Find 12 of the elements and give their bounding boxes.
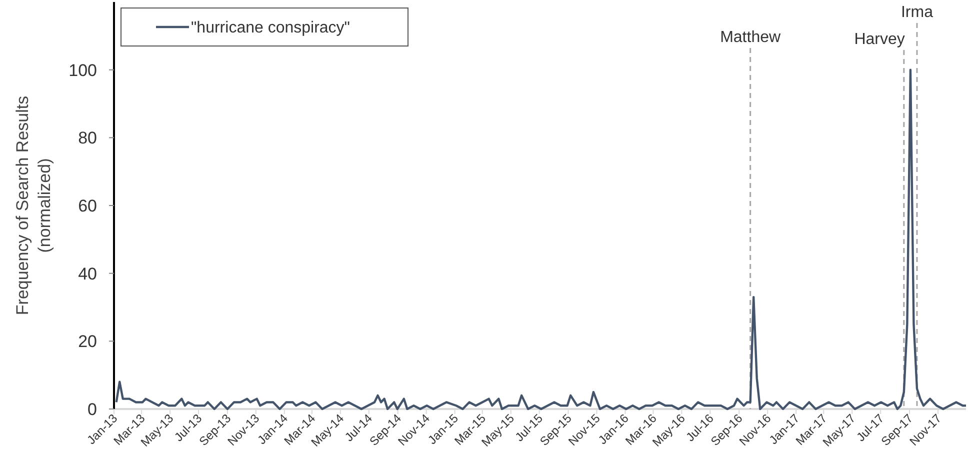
y-tick-label: 80 [78,128,97,148]
y-tick-label: 60 [78,196,97,216]
legend-label: "hurricane conspiracy" [191,20,350,37]
y-tick-label: 0 [88,400,97,419]
line-series [115,68,968,410]
ref-line-label: Irma [900,4,934,21]
ref-line-label: Matthew [720,29,781,46]
y-tick-label: 20 [78,332,97,352]
ref-line-label: Harvey [854,31,905,48]
y-axis-title: Frequency of Search Results (normalized) [13,96,54,316]
y-tick-label: 100 [68,60,97,80]
y-tick-label: 40 [78,264,97,284]
